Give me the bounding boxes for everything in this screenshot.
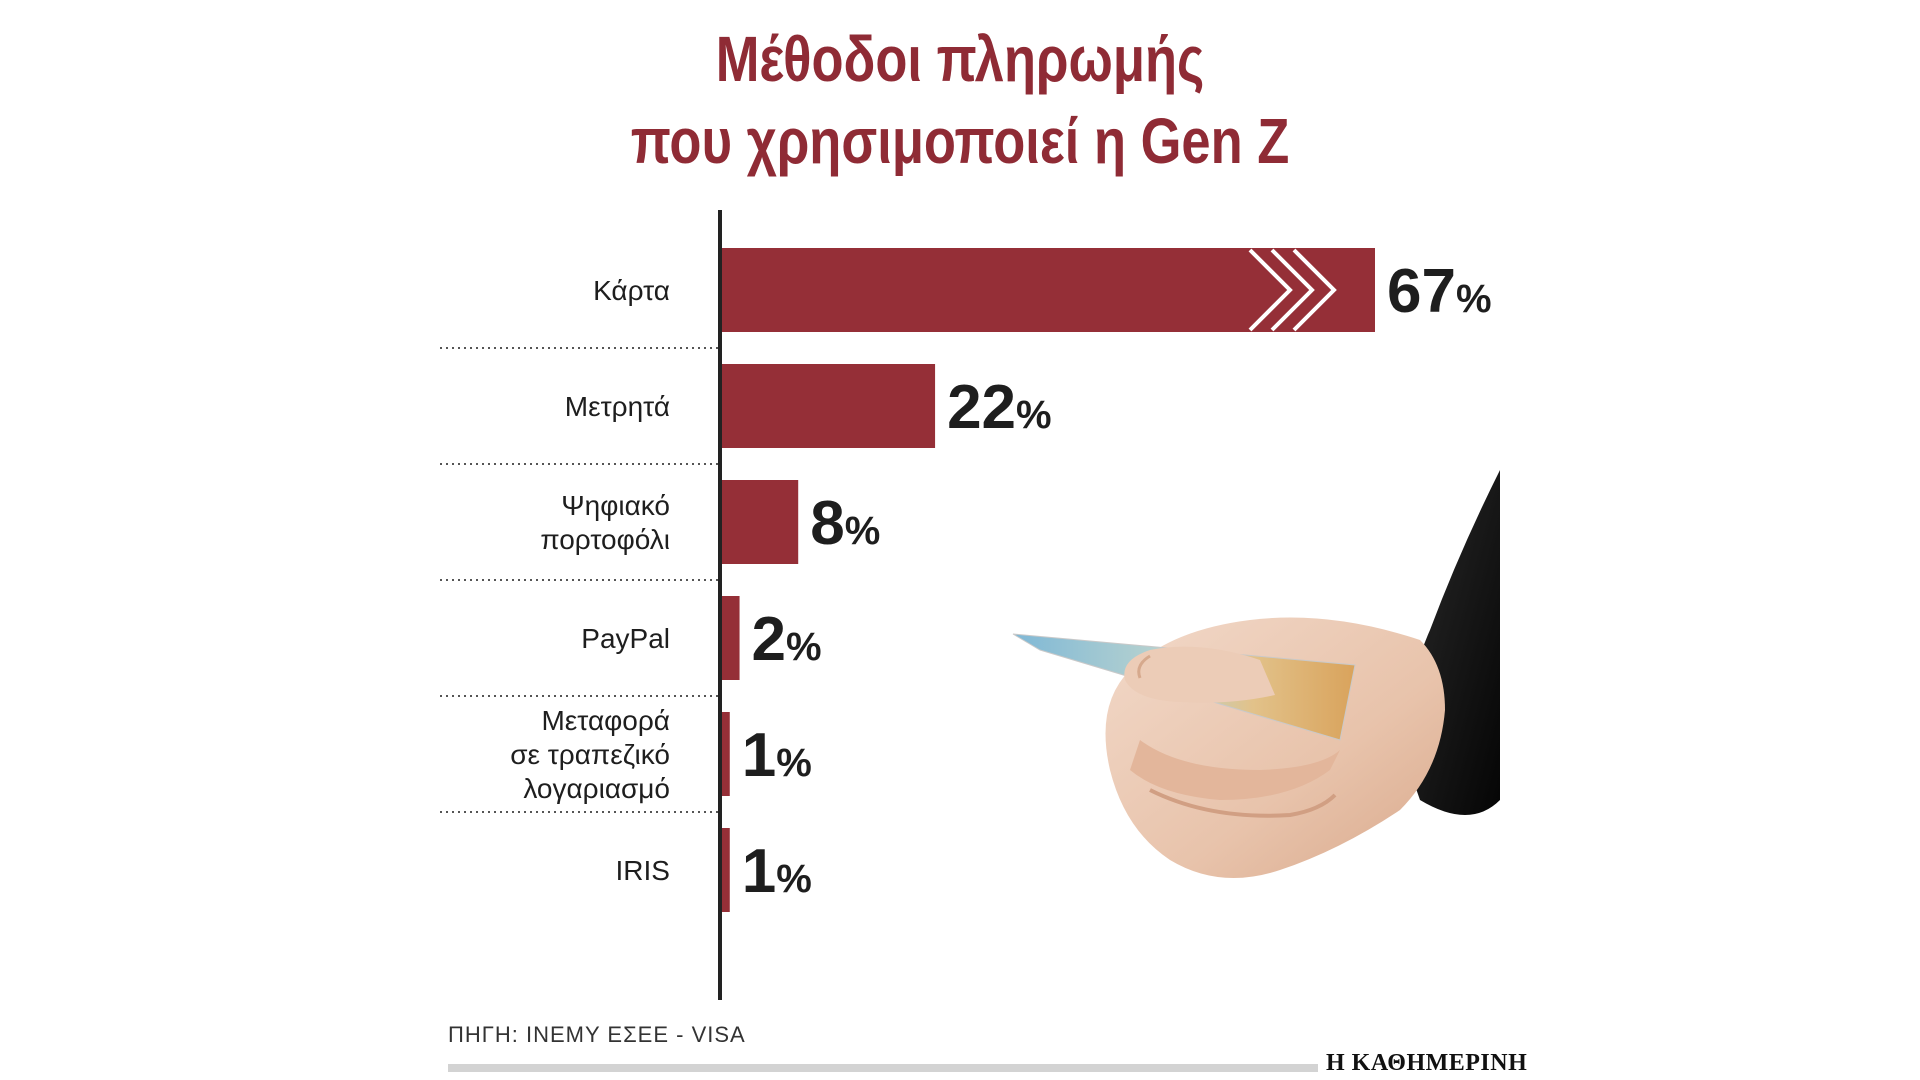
category-label-4-line-1: σε τραπεζικό — [510, 739, 670, 770]
bar-5 — [720, 828, 730, 912]
category-label-5: IRIS — [616, 855, 670, 886]
bar-chevron-0 — [1248, 248, 1293, 332]
category-label-5-line-0: IRIS — [616, 855, 670, 886]
bar-4 — [720, 712, 730, 796]
value-label-0: 67% — [1387, 257, 1492, 326]
bar-chevron-1 — [1270, 248, 1315, 332]
bar-chart: Κάρτα 67% Μετρητά 22% Ψηφιακό πορτοφόλι 8% PayP… — [440, 210, 1492, 1000]
category-label-4-line-2: λογαριασμό — [523, 773, 670, 804]
bar-0 — [720, 248, 1375, 332]
category-label-2-line-1: πορτοφόλι — [540, 524, 670, 555]
category-label-3: PayPal — [581, 623, 670, 654]
chart-title-line-2: που χρησιμοποιεί η Gen Z — [630, 105, 1290, 177]
category-label-3-line-0: PayPal — [581, 623, 670, 654]
value-label-2: 8% — [810, 489, 880, 558]
category-label-2-line-0: Ψηφιακό — [561, 490, 670, 521]
category-label-0-line-0: Κάρτα — [593, 275, 670, 306]
chart-title: Μέθοδοι πληρωμής που χρησιμοποιεί η Gen … — [173, 18, 1747, 182]
source-note: ΠΗΓΗ: ΙΝΕΜΥ ΕΣΕΕ - VISA — [448, 1022, 746, 1047]
bar-3 — [720, 596, 740, 680]
bar-2 — [720, 480, 799, 564]
bar-chevron-2 — [1292, 248, 1337, 332]
hand-holding-credit-card-icon — [1012, 470, 1500, 878]
bar-1 — [720, 364, 936, 448]
category-label-1-line-0: Μετρητά — [565, 391, 670, 422]
value-label-4: 1% — [742, 721, 812, 790]
value-label-3: 2% — [752, 605, 822, 674]
footer-rule — [448, 1064, 1318, 1072]
category-label-2: Ψηφιακό πορτοφόλι — [540, 490, 670, 555]
chart-rows: Κάρτα 67% Μετρητά 22% Ψηφιακό πορτοφόλι 8% PayP… — [440, 248, 1492, 912]
value-label-1: 22% — [947, 373, 1052, 442]
category-label-0: Κάρτα — [593, 275, 670, 306]
value-label-5: 1% — [742, 837, 812, 906]
category-label-1: Μετρητά — [565, 391, 670, 422]
publisher-logo: Η ΚΑΘΗΜΕΡΙΝΗ — [1326, 1050, 1528, 1076]
category-label-4: Μεταφορά σε τραπεζικό λογαριασμό — [510, 705, 670, 804]
category-label-4-line-0: Μεταφορά — [541, 705, 670, 736]
chart-title-line-1: Μέθοδοι πληρωμής — [715, 23, 1205, 95]
